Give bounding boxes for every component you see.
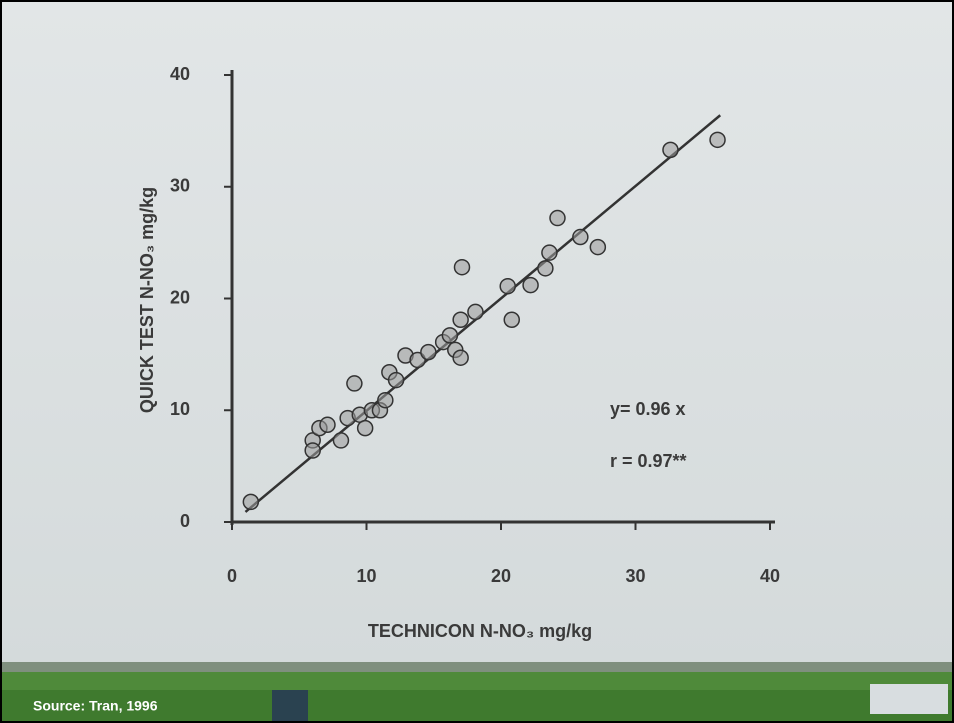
y-tick-label: 0	[180, 511, 190, 531]
data-point	[589, 238, 607, 256]
data-point	[332, 432, 350, 449]
data-point	[452, 311, 469, 328]
data-point	[537, 260, 554, 277]
data-point	[662, 141, 679, 159]
y-axis-label: QUICK TEST N-NO₃ mg/kg	[137, 187, 157, 413]
y-tick-label: 40	[170, 64, 190, 84]
x-tick-label: 0	[227, 566, 237, 586]
data-point	[387, 371, 405, 389]
x-axis-label: TECHNICON N-NO₃ mg/kg	[368, 621, 592, 641]
equipment-icon	[272, 690, 308, 723]
x-tick-label: 30	[625, 566, 645, 586]
source-note: Source: Tran, 1996	[33, 698, 158, 714]
data-point	[709, 131, 726, 149]
y-tick-label: 20	[170, 287, 190, 307]
data-point	[420, 343, 437, 361]
data-point	[467, 303, 484, 321]
data-point	[452, 349, 469, 366]
data-point	[522, 276, 539, 294]
data-point	[346, 375, 363, 392]
correlation-annotation: r = 0.97**	[610, 451, 687, 471]
data-point	[304, 442, 321, 459]
green-field-front	[0, 690, 954, 723]
logo	[870, 684, 948, 714]
y-tick-label: 30	[170, 176, 190, 196]
data-point	[572, 228, 589, 246]
data-point	[377, 391, 394, 409]
x-tick-label: 40	[760, 566, 780, 586]
x-tick-label: 20	[491, 566, 511, 586]
horizon-trees	[0, 662, 954, 674]
data-point	[503, 311, 521, 328]
data-point	[242, 493, 260, 511]
y-tick-label: 10	[170, 399, 190, 419]
data-point	[441, 327, 459, 344]
data-point	[453, 258, 471, 276]
equation-annotation: y= 0.96 x	[610, 399, 686, 419]
data-point	[356, 419, 374, 437]
data-point	[549, 209, 566, 227]
data-point	[499, 277, 516, 295]
data-point	[319, 416, 336, 434]
data-point	[541, 244, 558, 261]
x-tick-label: 10	[356, 566, 376, 586]
